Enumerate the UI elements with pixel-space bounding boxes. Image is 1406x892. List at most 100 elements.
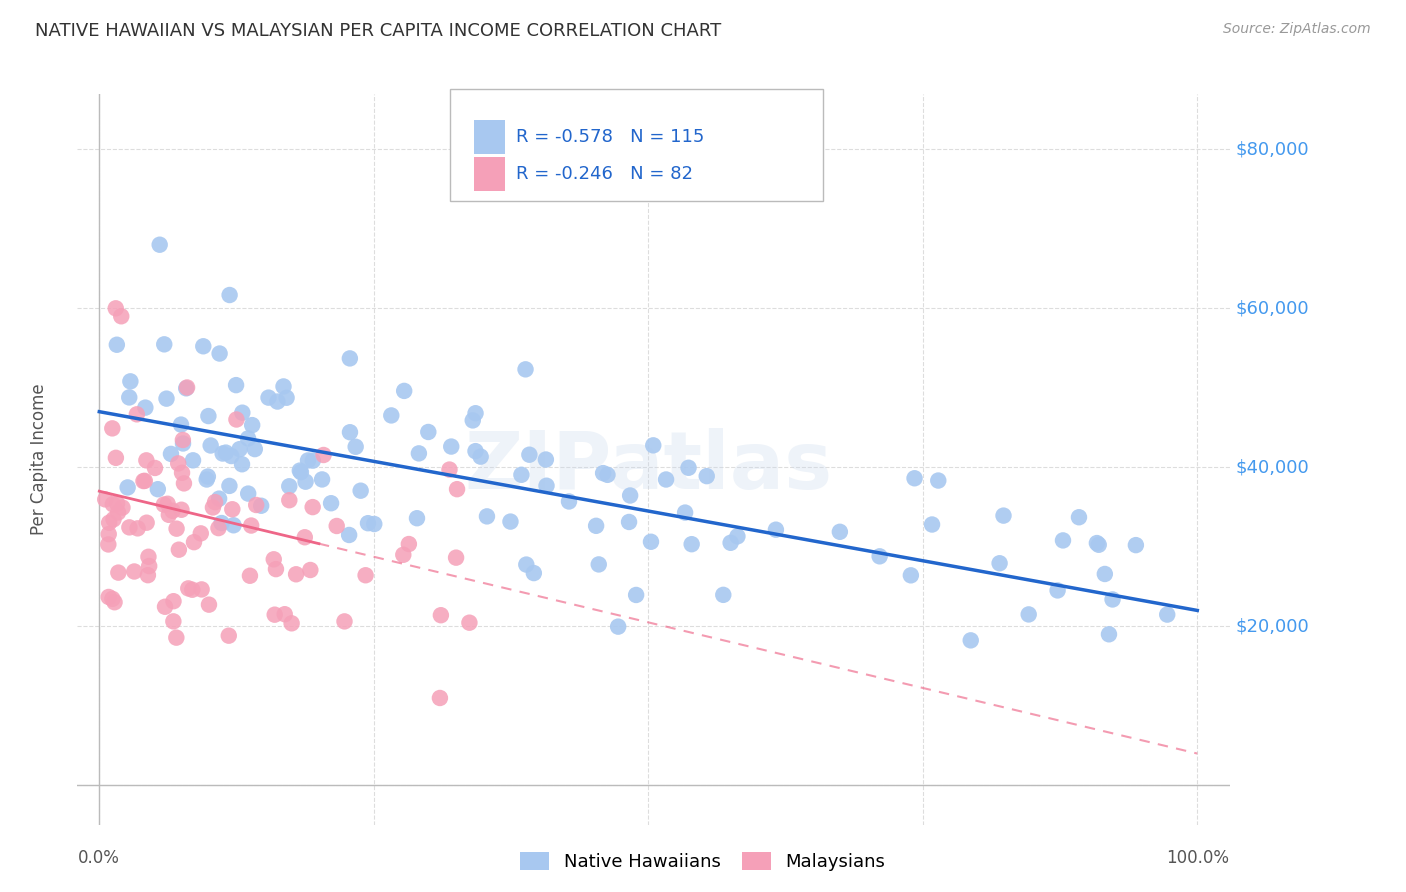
Point: [696, 469, 718, 483]
Point: [155, 392, 177, 406]
Point: [153, 599, 176, 614]
Point: [536, 479, 558, 493]
Point: [398, 537, 420, 551]
Point: [243, 442, 266, 456]
Point: [1094, 566, 1116, 581]
Point: [181, 582, 204, 597]
Point: [257, 391, 280, 405]
Text: NATIVE HAWAIIAN VS MALAYSIAN PER CAPITA INCOME CORRELATION CHART: NATIVE HAWAIIAN VS MALAYSIAN PER CAPITA …: [35, 22, 721, 40]
Point: [250, 499, 273, 513]
Point: [181, 453, 204, 467]
Point: [120, 375, 142, 389]
Point: [515, 362, 537, 376]
Point: [765, 523, 787, 537]
Point: [519, 448, 541, 462]
Point: [444, 550, 467, 565]
Point: [619, 488, 641, 502]
Point: [311, 472, 333, 486]
Point: [1018, 607, 1040, 622]
Point: [439, 462, 461, 476]
Point: [440, 440, 463, 454]
Point: [596, 467, 619, 482]
Point: [678, 460, 700, 475]
Point: [197, 409, 219, 423]
Point: [617, 515, 640, 529]
Point: [170, 466, 193, 480]
Point: [458, 615, 481, 630]
Point: [534, 452, 557, 467]
Point: [240, 518, 263, 533]
Point: [172, 436, 194, 450]
Point: [228, 442, 250, 457]
Text: R = -0.578   N = 115: R = -0.578 N = 115: [516, 128, 704, 145]
Point: [959, 633, 981, 648]
Point: [720, 536, 742, 550]
Point: [1125, 538, 1147, 552]
Text: $20,000: $20,000: [1236, 617, 1309, 635]
Point: [470, 450, 492, 464]
Point: [301, 500, 323, 515]
Point: [110, 310, 132, 324]
Point: [146, 482, 169, 496]
Point: [921, 517, 943, 532]
Point: [225, 378, 247, 392]
Point: [461, 413, 484, 427]
Point: [132, 474, 155, 488]
Point: [285, 567, 308, 582]
Point: [208, 491, 231, 506]
Point: [162, 615, 184, 629]
Text: $40,000: $40,000: [1236, 458, 1309, 476]
Point: [344, 440, 367, 454]
Point: [215, 445, 238, 459]
Point: [135, 453, 157, 467]
Point: [138, 549, 160, 564]
Point: [136, 568, 159, 582]
Point: [624, 588, 647, 602]
Point: [266, 394, 288, 409]
Point: [274, 607, 297, 622]
Point: [515, 558, 537, 572]
Point: [162, 504, 184, 518]
Point: [725, 529, 748, 543]
Point: [558, 494, 581, 508]
Point: [167, 542, 190, 557]
Text: Source: ZipAtlas.com: Source: ZipAtlas.com: [1223, 22, 1371, 37]
Point: [170, 417, 193, 432]
Point: [673, 506, 696, 520]
Point: [118, 391, 141, 405]
Point: [325, 519, 347, 533]
Point: [231, 406, 253, 420]
Point: [280, 616, 302, 631]
Point: [869, 549, 891, 564]
Point: [211, 516, 233, 530]
Point: [464, 444, 486, 458]
Point: [97, 590, 120, 604]
Point: [288, 464, 311, 478]
Point: [927, 474, 949, 488]
Point: [208, 346, 231, 360]
Point: [218, 288, 240, 302]
Point: [993, 508, 1015, 523]
Point: [101, 497, 124, 511]
Point: [297, 453, 319, 467]
Point: [301, 453, 323, 467]
Point: [149, 237, 172, 252]
Point: [101, 591, 124, 606]
Point: [640, 534, 662, 549]
Point: [1156, 607, 1178, 622]
Point: [264, 562, 287, 576]
Point: [190, 526, 212, 541]
Point: [392, 548, 415, 562]
Point: [173, 476, 195, 491]
Point: [222, 518, 245, 533]
Point: [211, 446, 233, 460]
Point: [319, 496, 342, 510]
Text: $80,000: $80,000: [1236, 140, 1309, 158]
Point: [510, 467, 533, 482]
Point: [118, 520, 141, 534]
Point: [174, 381, 197, 395]
Point: [245, 498, 267, 512]
Point: [655, 473, 678, 487]
Point: [429, 690, 451, 705]
Point: [418, 425, 440, 439]
